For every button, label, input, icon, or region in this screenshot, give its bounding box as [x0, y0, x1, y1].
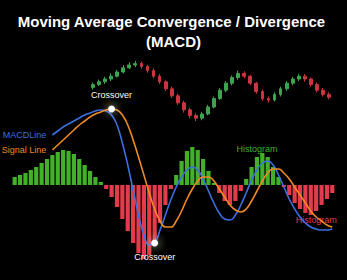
svg-text:(MACD): (MACD)	[146, 33, 201, 50]
svg-text:Crossover: Crossover	[134, 252, 175, 262]
svg-text:Histogram: Histogram	[236, 144, 277, 154]
svg-text:Crossover: Crossover	[91, 90, 132, 100]
svg-text:Histogram: Histogram	[295, 214, 337, 225]
svg-text:MACDLine: MACDLine	[3, 130, 47, 140]
svg-text:Signal Line: Signal Line	[2, 145, 47, 155]
svg-text:Moving Average Convergence / D: Moving Average Convergence / Divergence	[18, 13, 330, 30]
